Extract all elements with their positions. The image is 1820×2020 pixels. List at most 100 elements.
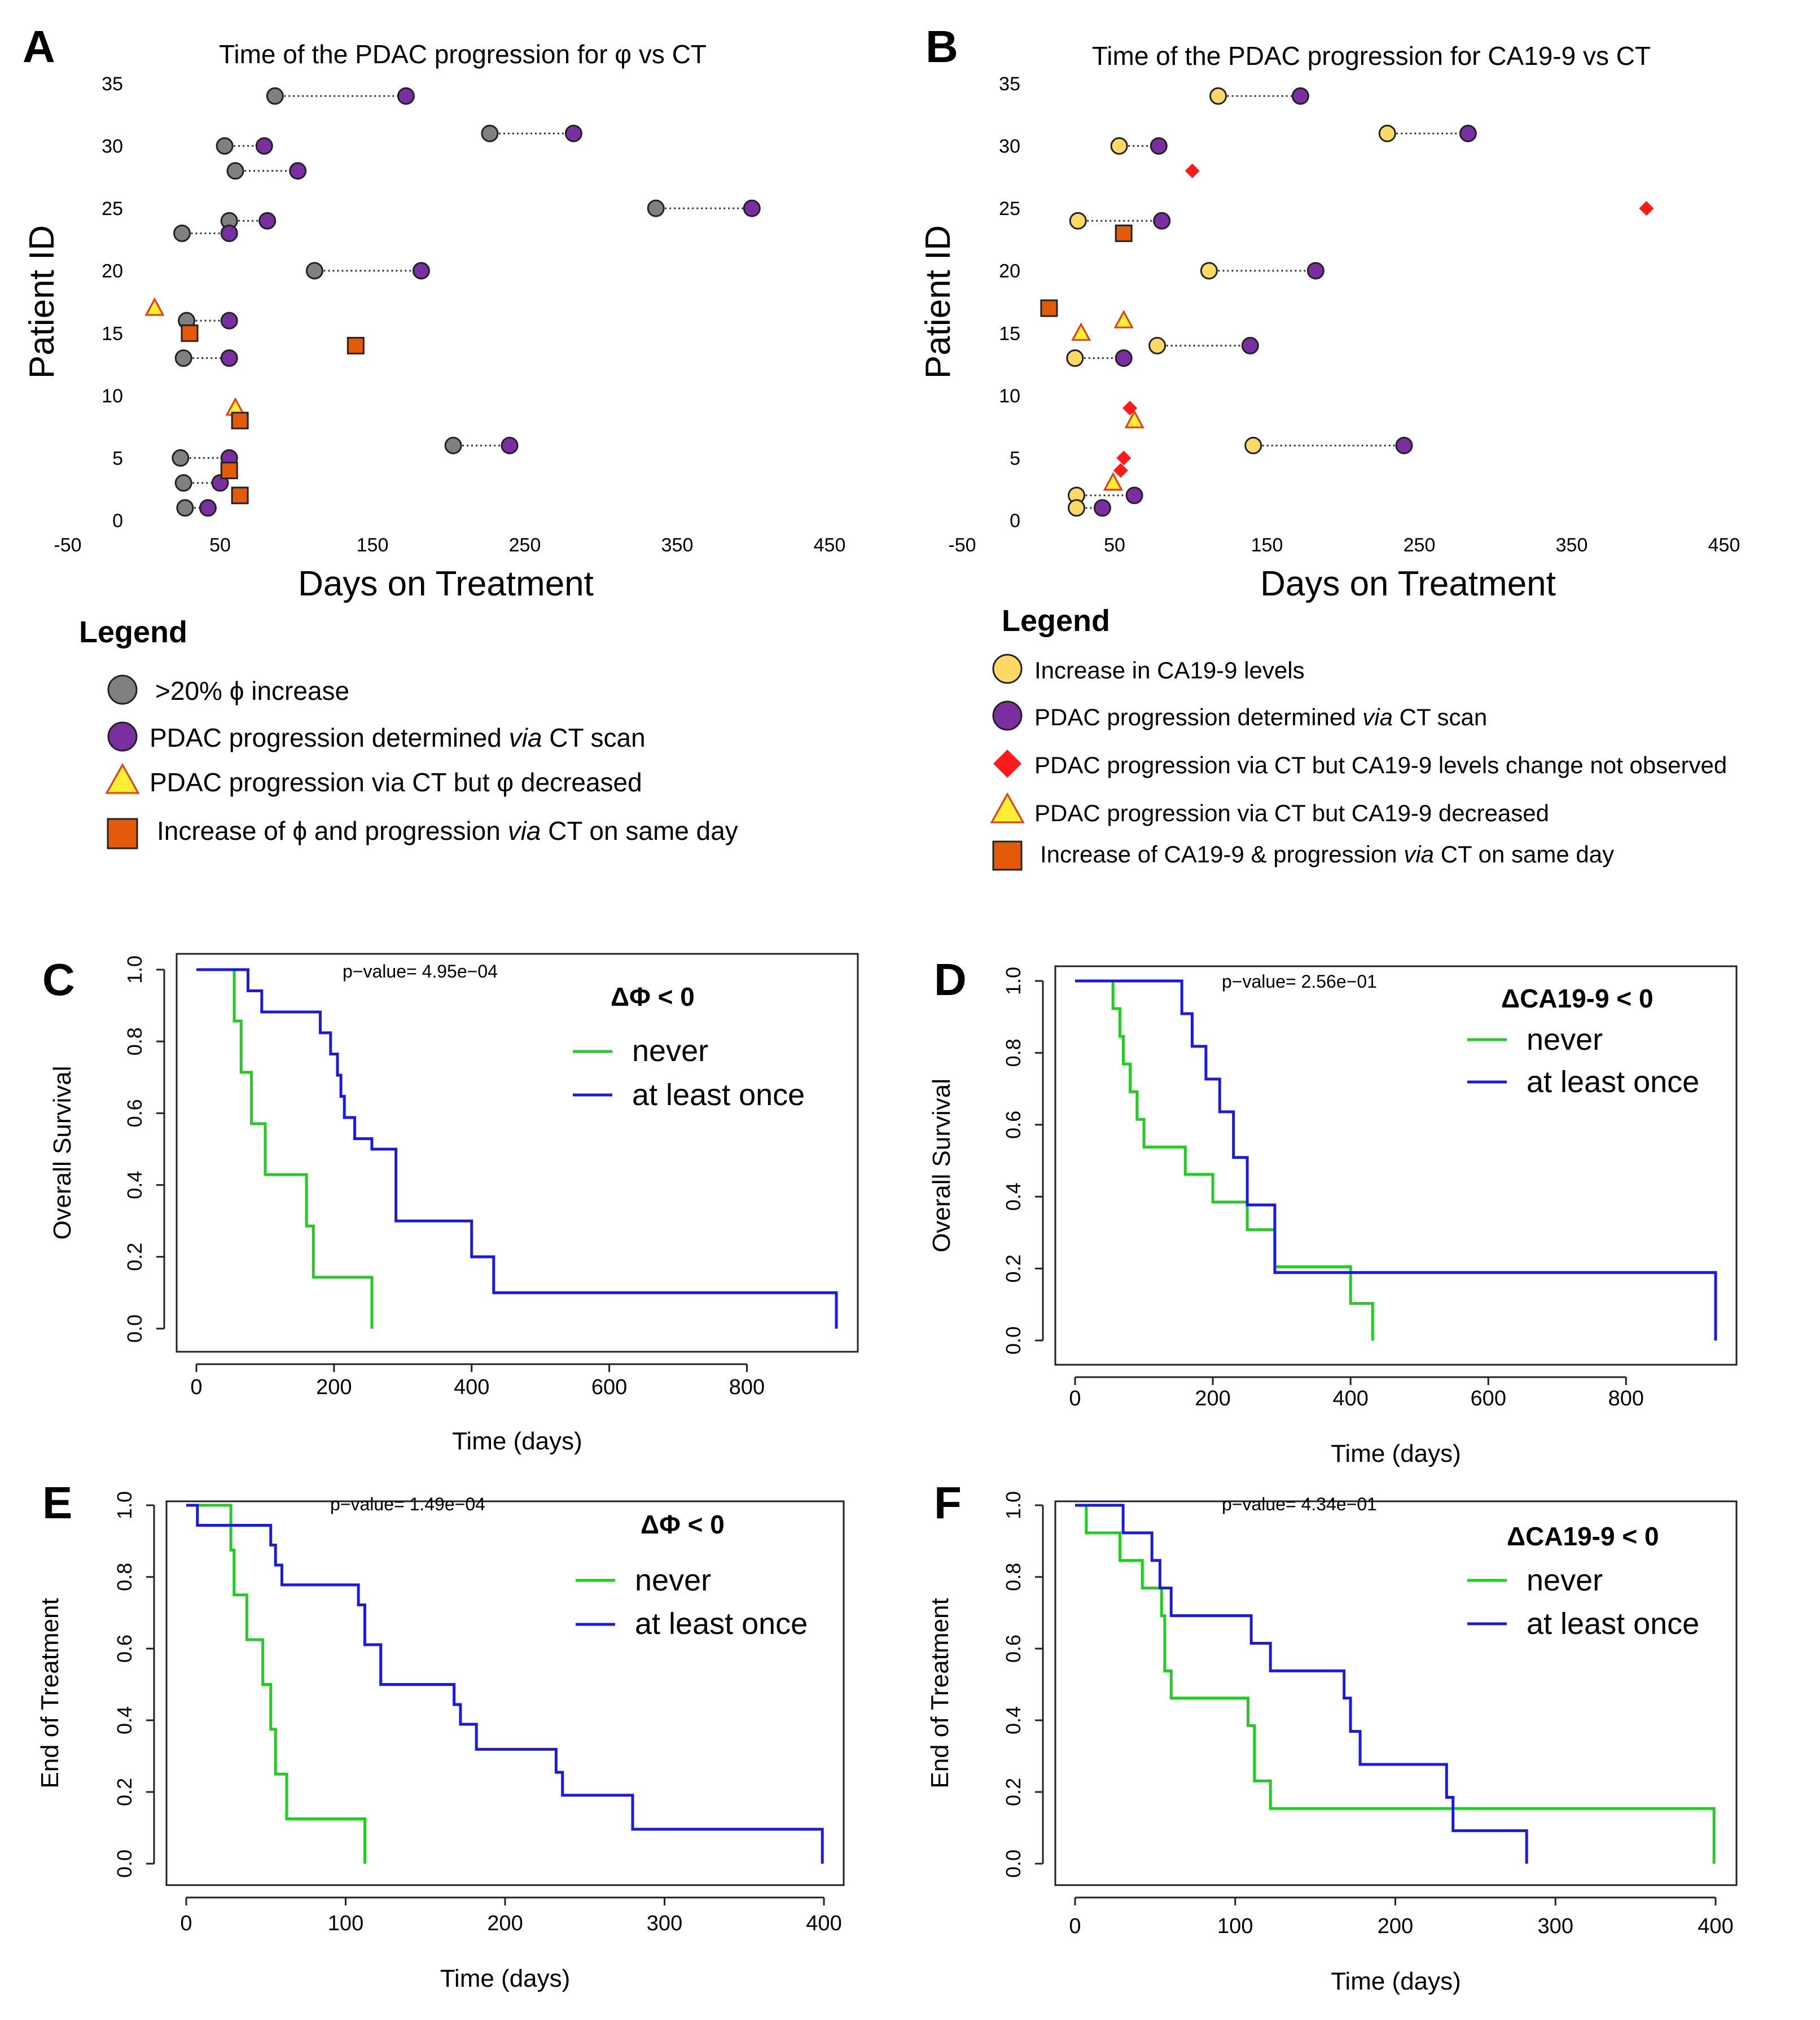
phi-increase-point (647, 199, 665, 217)
y-tick-label: 0.0 (113, 1850, 136, 1878)
legend-item-never: never (1467, 1563, 1603, 1597)
y-tick-label: 0.6 (123, 1099, 146, 1127)
plot-frame (1054, 965, 1738, 1366)
y-tick-label: 25 (102, 198, 123, 220)
same-day-square (1115, 224, 1133, 242)
no-change-diamond (1113, 463, 1128, 478)
panel-b-title: Time of the PDAC progression for CA19-9 … (1092, 41, 1651, 71)
panel-d: D 0 200 400 600 800 Time (days) 0.0 0.2 0.4 0.6 0.… (928, 954, 1738, 1467)
panel-b-plot: -50 50 150 250 350 450 0 5 10 15 20 25 30 35 (948, 73, 1740, 556)
phi-increase-point (172, 449, 190, 467)
x-tick-label: 250 (509, 534, 541, 556)
y-tick-label: 0.6 (1002, 1635, 1025, 1663)
y-tick-label: 0.4 (123, 1171, 146, 1199)
panel-e-legend-title: ΔΦ < 0 (641, 1510, 725, 1539)
ct-progression-point (289, 162, 307, 180)
legend-text: never (1527, 1023, 1603, 1057)
x-tick-label: 400 (1698, 1914, 1733, 1938)
y-tick-label: 5 (1010, 448, 1020, 469)
x-tick-label: 400 (1332, 1387, 1368, 1410)
y-axis-title: End of Treatment (926, 1598, 954, 1789)
legend-text: at least once (635, 1607, 808, 1641)
same-day-square (1040, 299, 1058, 317)
x-tick-label: 50 (209, 534, 231, 556)
x-tick-label: 0 (1069, 1387, 1081, 1410)
ct-progression-point (220, 349, 238, 367)
y-tick-label: 0.0 (123, 1314, 146, 1343)
y-tick-label: 1.0 (123, 956, 146, 984)
panel-a-xlabel: Days on Treatment (298, 564, 594, 603)
x-tick-label: 450 (814, 534, 846, 556)
panel-f-legend-title: ΔCA19-9 < 0 (1507, 1522, 1659, 1551)
ca199-increase-point (1200, 262, 1218, 280)
legend-text: PDAC progression via CT but CA19-9 decre… (1034, 800, 1549, 826)
never-series-line (186, 1504, 366, 1864)
ct-progression-point (258, 212, 277, 230)
ct-progression-point (1115, 349, 1133, 367)
ct-progression-point (412, 262, 430, 280)
ct-progression-point (199, 499, 217, 517)
y-tick-label: 30 (102, 136, 123, 157)
y-tick-label: 5 (112, 448, 123, 469)
x-tick-label: -50 (948, 534, 976, 556)
panel-letter-f: F (934, 1478, 962, 1528)
panel-f: F 0 100 200 300 400 Time (days) 0.0 0.2 0.4 0.6 0.… (926, 1478, 1738, 1995)
x-tick-label: 200 (487, 1912, 523, 1935)
ct-progression-point (564, 124, 582, 142)
ct-progression-point (1459, 124, 1477, 142)
y-tick-label: 0.4 (1002, 1182, 1025, 1211)
x-axis-title: Time (days) (1331, 1968, 1461, 1995)
y-tick-label: 1.0 (1002, 967, 1025, 995)
legend-item-phi-decreased: PDAC progression via CT but φ decreased (105, 763, 642, 797)
ct-progression-point (255, 137, 273, 155)
legend-item-same-day: Increase of CA19-9 & progression via CT … (992, 840, 1614, 871)
legend-text: at least once (1527, 1065, 1699, 1099)
legend-text: PDAC progression determined via CT scan (1034, 704, 1487, 730)
y-tick-label: 0.8 (1002, 1039, 1025, 1067)
yellow-circle-icon (992, 654, 1023, 684)
y-tick-label: 0.8 (123, 1027, 146, 1055)
panel-d-legend-title: ΔCA19-9 < 0 (1501, 984, 1654, 1013)
phi-increase-point (216, 137, 234, 155)
x-tick-label: 200 (1378, 1914, 1413, 1938)
phi-increase-point (305, 262, 323, 280)
panel-a: A Time of the PDAC progression for φ vs … (23, 21, 846, 849)
ct-progression-point (220, 312, 238, 330)
phi-increase-point (266, 87, 284, 105)
y-tick-label: 30 (999, 136, 1020, 157)
y-axis-title: End of Treatment (36, 1598, 64, 1789)
at-least-once-series-line (186, 1504, 824, 1864)
x-tick-label: 350 (1556, 534, 1588, 556)
ca199-increase-point (1378, 124, 1396, 142)
grey-circle-icon (107, 674, 138, 705)
legend-item-no-change: PDAC progression via CT but CA19-9 level… (993, 750, 1727, 778)
legend-item-ca199-increase: Increase in CA19-9 levels (992, 654, 1305, 684)
y-tick-label: 0.4 (113, 1706, 136, 1734)
y-tick-label: 0.2 (123, 1243, 146, 1271)
no-change-diamond (1116, 450, 1132, 466)
ca199-increase-point (1148, 336, 1166, 354)
ct-progression-point (1241, 336, 1259, 354)
legend-text: Increase in CA19-9 levels (1034, 657, 1305, 683)
ca199-increase-point (1069, 212, 1087, 230)
ct-progression-point (1306, 262, 1325, 280)
panel-b: B Time of the PDAC progression for CA19-… (919, 21, 1740, 871)
y-tick-label: 0.0 (1002, 1850, 1025, 1878)
x-tick-label: 800 (729, 1375, 765, 1399)
decreased-triangle (144, 297, 165, 316)
legend-text: Increase of ϕ and progression via CT on … (157, 816, 738, 845)
phi-increase-point (444, 436, 462, 454)
panel-b-ylabel: Patient ID (919, 225, 958, 379)
legend-item-at-least-once: at least once (1467, 1065, 1699, 1099)
legend-item-ct-progression: PDAC progression determined via CT scan (992, 700, 1487, 731)
panel-b-xlabel: Days on Treatment (1260, 564, 1556, 603)
y-tick-label: 0.2 (1002, 1255, 1025, 1283)
legend-text: never (635, 1563, 711, 1597)
y-tick-label: 0.6 (113, 1635, 136, 1663)
phi-increase-point (481, 124, 499, 142)
legend-item-at-least-once: at least once (576, 1607, 808, 1641)
x-tick-label: 600 (591, 1375, 627, 1399)
legend-item-phi-increase: >20% ϕ increase (107, 674, 349, 706)
panel-a-legend: >20% ϕ increase PDAC progression determi… (105, 674, 738, 849)
